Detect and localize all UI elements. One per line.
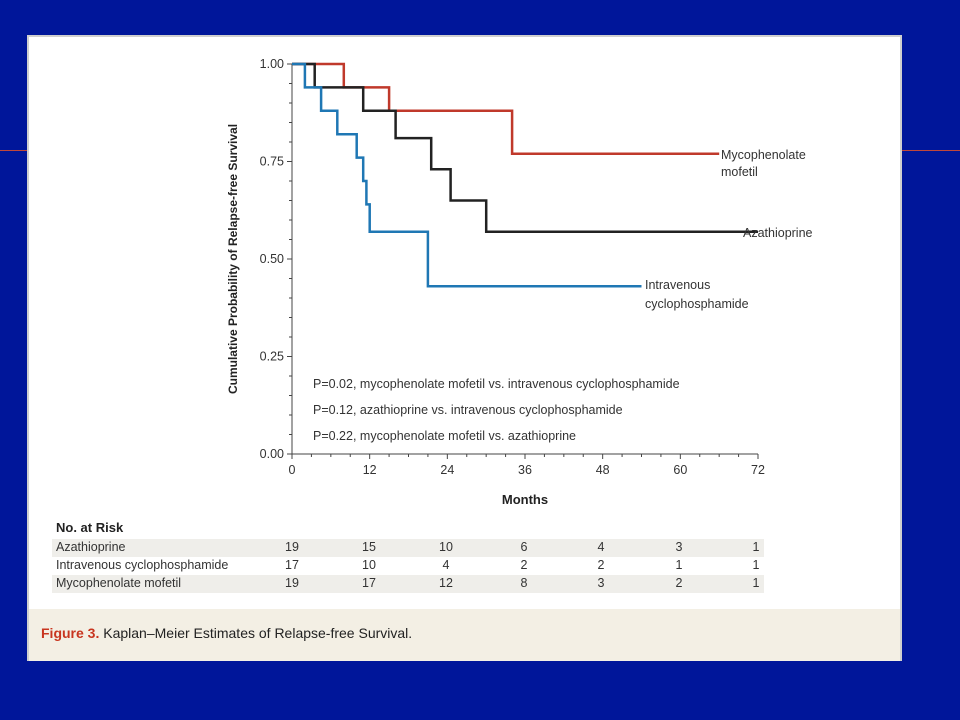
right-accent-line	[902, 150, 960, 151]
risk-row: Azathioprine 19 15 10 6 4 3 1	[52, 539, 764, 557]
risk-value: 2	[675, 576, 683, 590]
risk-value: 10	[439, 540, 453, 554]
y-tick-label: 1.00	[260, 57, 284, 71]
p-value-annotation: P=0.02, mycophenolate mofetil vs. intrav…	[313, 377, 680, 391]
y-tick-label: 0.25	[260, 350, 284, 364]
risk-value: 4	[597, 540, 605, 554]
series-label-line: mofetil	[721, 165, 758, 179]
y-axis-label: Cumulative Probability of Relapse-free S…	[226, 124, 240, 394]
risk-value: 3	[597, 576, 605, 590]
series-label-line: cyclophosphamide	[645, 297, 749, 311]
y-tick-label: 0.00	[260, 447, 284, 461]
survival-chart: 0.00 0.25 0.50 0.75 1.00 0 12 24 36 48 60 72 Months C…	[226, 57, 813, 507]
series-label-line: Mycophenolate	[721, 148, 806, 162]
series-line-0	[292, 62, 720, 155]
series-label-1: Azathioprine	[743, 226, 813, 240]
p-value-annotation: P=0.22, mycophenolate mofetil vs. azathi…	[313, 429, 576, 443]
series-line-2	[292, 62, 642, 288]
x-tick-label: 0	[289, 463, 296, 477]
risk-row-name: Intravenous cyclophosphamide	[56, 558, 229, 572]
caption-bar	[29, 609, 900, 661]
left-accent-line	[0, 150, 27, 151]
risk-value: 15	[362, 540, 376, 554]
risk-value: 19	[285, 540, 299, 554]
risk-value: 3	[675, 540, 683, 554]
x-tick-label: 36	[518, 463, 532, 477]
p-value-annotation: P=0.12, azathioprine vs. intravenous cyc…	[313, 403, 623, 417]
risk-value: 2	[520, 558, 528, 572]
series-line-1	[292, 62, 758, 233]
risk-value: 17	[285, 558, 299, 572]
risk-value: 1	[752, 540, 760, 554]
x-axis-label: Months	[502, 492, 548, 507]
risk-table-title: No. at Risk	[56, 520, 124, 535]
risk-row-name: Azathioprine	[56, 540, 126, 554]
risk-value: 6	[520, 540, 528, 554]
risk-row-name: Mycophenolate mofetil	[56, 576, 182, 590]
risk-value: 2	[597, 558, 605, 572]
y-tick-label: 0.75	[260, 155, 284, 169]
x-tick-label: 60	[673, 463, 687, 477]
x-tick-label: 24	[440, 463, 454, 477]
figure-caption: Figure 3. Kaplan–Meier Estimates of Rela…	[41, 625, 412, 641]
x-tick-label: 72	[751, 463, 765, 477]
risk-value: 8	[520, 576, 528, 590]
risk-value: 19	[285, 576, 299, 590]
y-tick-label: 0.50	[260, 252, 284, 266]
risk-value: 17	[362, 576, 376, 590]
risk-row: Mycophenolate mofetil 19 17 12 8 3 2 1	[52, 575, 764, 593]
risk-value: 1	[752, 558, 760, 572]
risk-value: 12	[439, 576, 453, 590]
risk-value: 1	[752, 576, 760, 590]
figure-title: Kaplan–Meier Estimates of Relapse-free S…	[103, 625, 413, 641]
figure-number: Figure 3.	[41, 625, 100, 641]
series-label-2: Intravenous cyclophosphamide	[645, 278, 749, 311]
risk-value: 1	[675, 558, 683, 572]
x-tick-label: 12	[363, 463, 377, 477]
series-label-0: Mycophenolate mofetil	[721, 148, 806, 179]
figure-panel: 0.00 0.25 0.50 0.75 1.00 0 12 24 36 48 60 72 Months C…	[27, 35, 902, 661]
series-label-line: Intravenous	[645, 278, 710, 292]
risk-value: 10	[362, 558, 376, 572]
risk-row: Intravenous cyclophosphamide 17 10 4 2 2 1 1	[52, 557, 764, 575]
series-label-line: Azathioprine	[743, 226, 813, 240]
risk-value: 4	[442, 558, 450, 572]
x-tick-label: 48	[596, 463, 610, 477]
